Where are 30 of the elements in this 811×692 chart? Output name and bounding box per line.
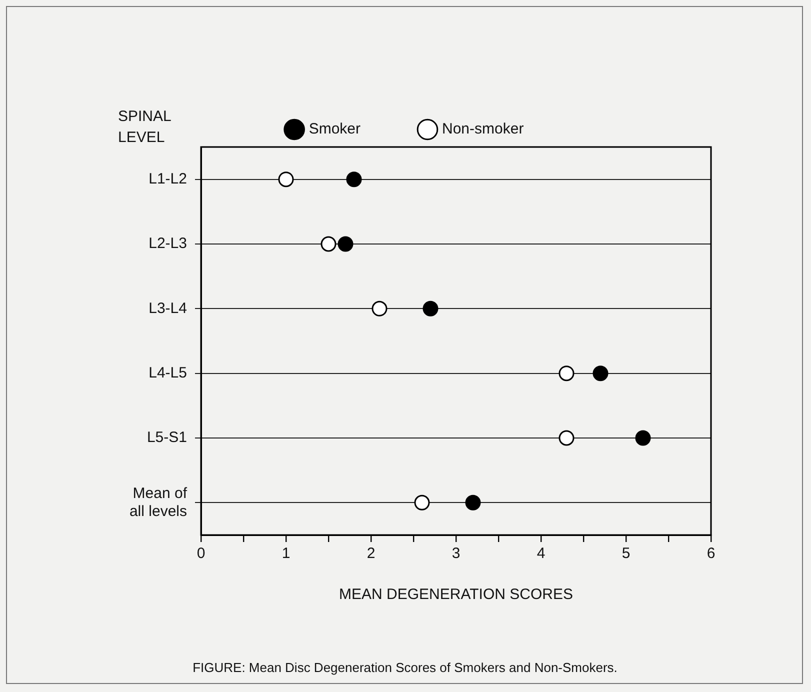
y-tick-label: L3-L4 xyxy=(148,300,187,317)
legend-label: Non-smoker xyxy=(442,120,524,138)
y-tick-label: Mean of all levels xyxy=(129,484,188,520)
x-tick-label: 2 xyxy=(366,545,376,562)
x-tick-label: 6 xyxy=(706,545,716,562)
point xyxy=(592,366,608,382)
point xyxy=(414,494,430,510)
y-axis-title: SPINAL LEVEL xyxy=(118,108,172,146)
point xyxy=(338,236,354,252)
y-tick-label: L2-L3 xyxy=(148,235,187,252)
legend-label: Smoker xyxy=(308,120,361,138)
point xyxy=(372,300,388,316)
point xyxy=(320,236,336,252)
point xyxy=(635,430,651,446)
x-tick-label: 5 xyxy=(622,545,630,562)
point xyxy=(465,494,481,510)
x-tick-label: 0 xyxy=(196,545,206,562)
x-tick-label: 3 xyxy=(452,545,460,562)
point xyxy=(558,366,574,382)
x-tick-label: 1 xyxy=(282,545,290,562)
point xyxy=(346,172,362,188)
y-tick-label: L4-L5 xyxy=(148,364,187,382)
point xyxy=(558,430,574,446)
x-axis-title: MEAN DEGENERATION SCORES xyxy=(339,586,573,604)
point xyxy=(278,172,294,188)
y-tick-label: L5-S1 xyxy=(146,429,187,446)
point xyxy=(422,300,438,316)
text: FIGURE: Mean Disc Degeneration Scores of Smokers and Non-Smokers. xyxy=(192,660,618,675)
y-tick-label: L1-L2 xyxy=(148,170,187,188)
x-tick-label: 4 xyxy=(536,545,546,562)
